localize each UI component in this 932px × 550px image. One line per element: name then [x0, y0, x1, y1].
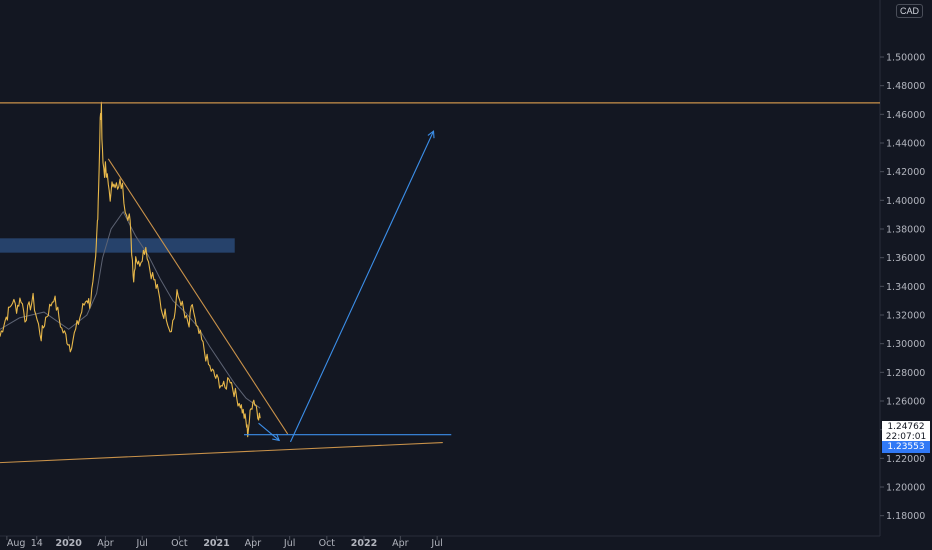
currency-label[interactable]: CAD: [896, 4, 924, 18]
x-tick-label: Jul: [135, 538, 147, 549]
x-tick-label: Jul: [283, 538, 295, 549]
x-tick-label: Oct: [171, 538, 188, 549]
current-price-tag: 1.24762: [882, 421, 930, 433]
y-tick-label: 1.42000: [886, 167, 925, 178]
price-series: [0, 101, 261, 438]
moving-average-layer: [0, 210, 261, 409]
y-tick-label: 1.46000: [886, 110, 925, 121]
x-tick-label: Apr: [245, 538, 262, 549]
candle-countdown-tag: 22:07:01: [882, 432, 930, 443]
y-tick-label: 1.18000: [886, 511, 925, 522]
y-axis[interactable]: 1.180001.200001.220001.240001.260001.280…: [880, 53, 925, 523]
y-tick-label: 1.50000: [886, 53, 925, 64]
y-tick-label: 1.32000: [886, 311, 925, 322]
y-tick-label: 1.22000: [886, 454, 925, 465]
x-axis[interactable]: Aug 14 2020 Apr Jul Oct 2021 Apr Jul Oct 2022 Apr Ju…: [6, 536, 443, 549]
y-tick-label: 1.20000: [886, 483, 925, 494]
y-tick-label: 1.40000: [886, 196, 925, 207]
x-tick-label: Apr: [97, 538, 114, 549]
descending-trendline: [107, 158, 289, 435]
supply-zone: [0, 238, 235, 253]
x-tick-label: 2022: [351, 538, 377, 549]
y-tick-label: 1.44000: [886, 139, 925, 150]
drawing-layer: [0, 102, 880, 464]
x-tick-label: 2021: [203, 538, 229, 549]
grid: [0, 0, 881, 537]
y-tick-label: 1.30000: [886, 339, 925, 350]
y-tick-label: 1.26000: [886, 397, 925, 408]
y-tick-label: 1.48000: [886, 81, 925, 92]
x-tick-label: Jul: [430, 538, 442, 549]
projection-arrow-line: [258, 422, 280, 441]
x-tick-label: Oct: [319, 538, 336, 549]
x-tick-label: Apr: [392, 538, 409, 549]
x-tick-label: Aug: [7, 538, 26, 549]
projection-arrow-head: [272, 433, 281, 442]
projection-arrow-head: [427, 130, 435, 139]
price-series-layer: [0, 101, 261, 438]
arrow-layer: [258, 130, 435, 443]
ascending_support-trendline: [0, 442, 443, 464]
y-tick-label: 1.36000: [886, 253, 925, 264]
supply-zone-layer: [0, 238, 235, 253]
x-tick-label: 14: [31, 538, 43, 549]
moving-average-series: [0, 210, 261, 409]
y-tick-label: 1.28000: [886, 368, 925, 379]
level-price-tag: 1.23553: [882, 441, 930, 453]
projection-arrow-line: [289, 131, 434, 443]
x-tick-label: 2020: [55, 538, 82, 549]
y-tick-label: 1.34000: [886, 282, 925, 293]
y-tick-label: 1.38000: [886, 225, 925, 236]
